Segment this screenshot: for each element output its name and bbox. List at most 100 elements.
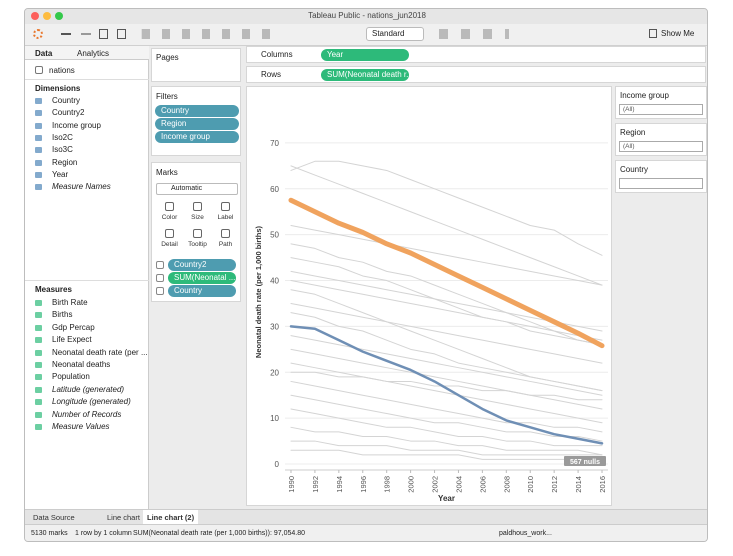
dimension-field[interactable]: Iso2C [52,132,73,142]
line [290,440,603,456]
marks-header: Marks [156,168,178,177]
field-icon [35,411,42,418]
mark-button[interactable]: Path [218,241,233,248]
minimize-button[interactable] [43,12,51,20]
measure-field[interactable]: Birth Rate [52,298,88,307]
x-tick-label: 2014 [574,476,583,493]
mark-button[interactable]: Detail [161,241,178,248]
mark-button[interactable]: Tooltip [188,241,207,248]
close-button[interactable] [31,12,39,20]
line [288,197,605,349]
quick-filter-input[interactable]: (All) [619,141,703,152]
mark-button-icon[interactable] [165,229,174,238]
y-tick-label: 70 [270,139,279,148]
dimensions-header: Dimensions [35,84,81,93]
measure-field[interactable]: Life Expect [52,335,92,345]
pages-card: Pages [151,48,241,82]
quick-filter: Region (All) [615,123,707,156]
quick-filter: Income group (All) [615,86,707,119]
source-icon [35,66,43,74]
quick-filter-input[interactable]: (All) [619,104,703,115]
divider [25,79,149,80]
y-tick-label: 40 [270,277,279,286]
x-tick-label: 2012 [550,476,559,493]
line [290,335,603,396]
dimension-field[interactable]: Region [52,157,78,167]
new-sheet[interactable] [117,29,126,39]
annotation: 567 nulls [570,459,600,466]
measure-field[interactable]: Measure Values [52,422,110,431]
field-icon [35,362,42,368]
measure-field[interactable]: Neonatal deaths [52,360,111,369]
line [290,280,603,341]
sheet-tab[interactable]: Line chart (2) [143,510,199,525]
tab-analytics[interactable]: Analytics [77,49,110,58]
measure-field[interactable]: Number of Records [52,409,122,419]
status-user[interactable]: paldhous_work... [499,530,552,537]
measure-field[interactable]: Latitude (generated) [52,384,125,394]
x-tick-label: 1990 [287,476,296,493]
y-tick-label: 60 [270,185,279,194]
zoom-button[interactable] [55,12,63,20]
mark-pill-icon [156,274,164,282]
filter-pill[interactable]: Income group [155,131,239,143]
line [290,165,603,286]
fit-dropdown[interactable]: Standard [366,27,424,41]
mark-button[interactable]: Label [217,214,234,221]
sheet-tab[interactable]: Line chart [107,513,140,522]
undo[interactable] [61,33,71,35]
show-me[interactable]: Show Me [661,29,695,38]
filter-pill[interactable]: Region [155,118,239,130]
mark-button-icon[interactable] [165,202,174,211]
mark-button-icon[interactable] [193,229,202,238]
filter-pill[interactable]: Country [155,105,239,117]
dimensions-list: Country Country2 Income group Iso2C Iso3C Reg… [25,96,149,196]
mark-type-dropdown[interactable]: Automatic [156,183,238,195]
quick-filter-input[interactable] [619,178,703,189]
tab-data[interactable]: Data [35,49,53,58]
field-icon [35,110,42,117]
line [290,426,603,456]
measure-field[interactable]: Population [52,372,90,382]
mark-button-icon[interactable] [221,202,230,211]
mark-button-icon[interactable] [221,229,230,238]
status-summary: SUM(Neonatal death rate (per 1,000 birth… [133,530,305,537]
mark-button[interactable]: Size [191,214,204,221]
dimension-field[interactable]: Iso3C [52,145,73,155]
mark-pill[interactable]: Country [168,285,236,297]
field-icon [35,184,42,191]
mark-button-icon[interactable] [193,202,202,211]
measure-field[interactable]: Gdp Percap [52,322,95,332]
rows-label: Rows [261,70,282,79]
save[interactable] [99,29,108,39]
dimension-field[interactable]: Measure Names [52,182,111,192]
measure-field[interactable]: Longitude (generated) [52,397,131,407]
line [290,243,603,346]
rows-pill[interactable]: SUM(Neonatal death r.. [321,69,409,81]
dimension-field[interactable]: Country2 [52,108,85,118]
field-icon [35,122,42,129]
filters-card: Filters Country Region Income group [151,86,241,156]
dimension-field[interactable]: Income group [52,120,101,130]
line [289,325,604,445]
measure-field[interactable]: Births [52,310,73,320]
data-source[interactable]: nations [49,66,75,75]
measure-field[interactable]: Neonatal death rate (per ... [52,347,148,357]
mark-pill[interactable]: Country2 [168,259,236,271]
quick-filter: Country [615,160,707,193]
columns-pill[interactable]: Year [321,49,409,61]
mark-button[interactable]: Color [161,214,178,221]
dimension-field[interactable]: Year [52,169,69,179]
sheet-tab[interactable]: Data Source [33,513,75,522]
field-icon [35,134,42,141]
window-title: Tableau Public - nations_jun2018 [308,11,426,20]
present-tools[interactable] [439,29,509,39]
logo[interactable] [33,29,43,39]
redo[interactable] [81,33,91,35]
y-tick-label: 20 [270,368,279,377]
chart-tools[interactable] [141,29,281,39]
dimension-field[interactable]: Country [52,96,81,105]
sheet-tabs: Data Source Line chart Line chart (2) [25,509,707,525]
mark-pill[interactable]: SUM(Neonatal ... [168,272,236,284]
